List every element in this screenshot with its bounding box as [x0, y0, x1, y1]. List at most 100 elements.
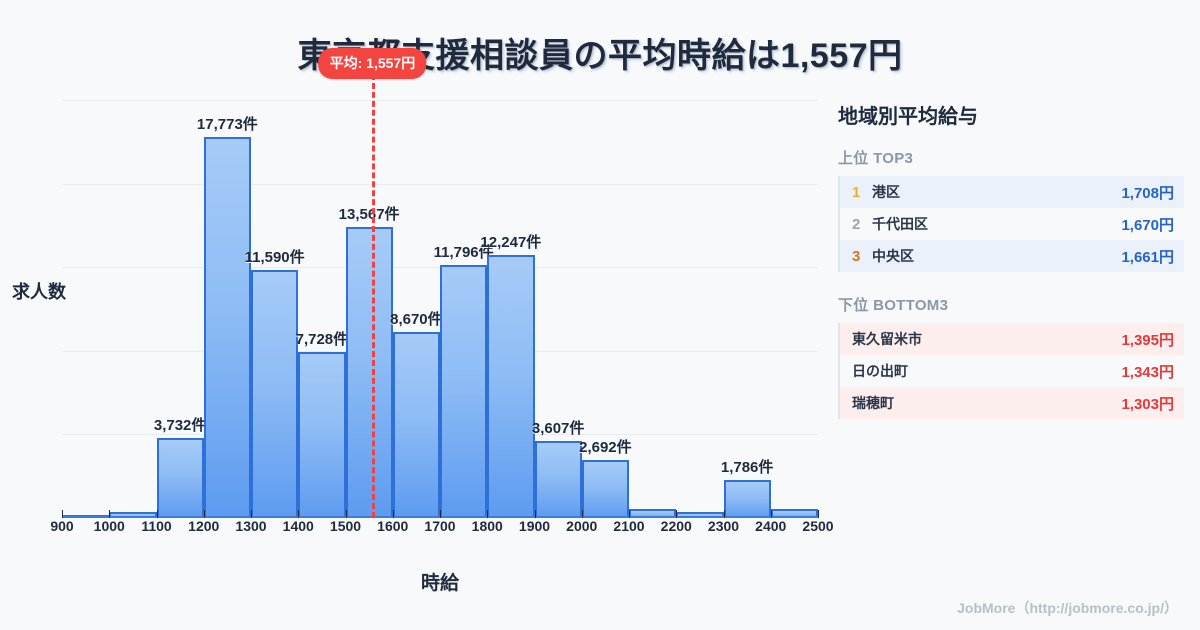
histogram-bar: [770, 509, 818, 518]
region-name: 中央区: [872, 248, 914, 264]
histogram-bar: [723, 479, 771, 518]
tick-mark: [251, 510, 252, 518]
histogram-bar: [392, 332, 440, 518]
bottom3-group-title: 下位 BOTTOM3: [838, 297, 949, 314]
tick-mark: [156, 510, 158, 518]
tick-mark: [109, 510, 111, 518]
x-tick-label: 1000: [93, 518, 125, 534]
tick-mark: [770, 510, 772, 518]
x-tick-label: 1600: [377, 518, 409, 534]
rank-number: 3: [852, 247, 861, 265]
histogram-bar: [534, 440, 582, 518]
histogram-bar: [629, 509, 677, 518]
table-row[interactable]: 3 中央区 1,661円: [840, 240, 1184, 272]
histogram-chart: 求人数 3,732件 17,773件 11,590件 7,728件 13,567件 8,6…: [0, 48, 834, 594]
region-name: 千代田区: [872, 216, 928, 232]
x-tick-label: 1200: [188, 518, 220, 534]
bar-value-label: 13,567件: [338, 206, 400, 224]
bar-value-label: 17,773件: [196, 116, 258, 134]
tick-mark: [581, 510, 583, 518]
tick-mark: [723, 510, 725, 518]
x-tick-label: 2400: [755, 518, 787, 534]
x-tick-label: 2100: [613, 518, 645, 534]
histogram-bar: [298, 352, 346, 518]
page-title: 東京都支援相談員の平均時給は1,557円: [297, 37, 903, 75]
x-tick-label: 1700: [424, 518, 456, 534]
tick-mark: [534, 510, 536, 518]
tick-mark: [629, 510, 630, 518]
x-tick-label: 1400: [282, 518, 314, 534]
bar-series: 3,732件 17,773件 11,590件 7,728件 13,567件 8,670件 1…: [62, 100, 818, 518]
bar-value-label: 12,247件: [480, 234, 542, 252]
tick-mark: [203, 510, 205, 518]
sidebar-title: 地域別平均給与: [838, 106, 978, 128]
x-tick-label: 1500: [329, 518, 362, 534]
table-row[interactable]: 瑞穂町 1,303円: [840, 387, 1184, 419]
gridline: [62, 100, 818, 101]
region-salary: 1,303円: [1121, 395, 1174, 413]
histogram-bar: [251, 269, 299, 518]
tick-mark: [818, 510, 819, 518]
tick-mark: [440, 510, 441, 518]
region-salary-sidebar: 地域別平均給与 上位 TOP3 1 港区 1,708円 2 千代田区 1,670円 3 中央区…: [838, 100, 1184, 441]
histogram-bar: [487, 255, 535, 518]
bar-value-label: 11,796件: [433, 244, 494, 262]
region-name: 瑞穂町: [852, 395, 894, 411]
bottom3-list: 東久留米市 1,395円日の出町 1,343円瑞穂町 1,303円: [838, 323, 1184, 419]
histogram-bar: [156, 438, 204, 518]
bar-value-label: 7,728件: [295, 331, 349, 349]
region-salary: 1,343円: [1121, 363, 1174, 381]
region-salary: 1,670円: [1121, 216, 1174, 234]
region-name: 日の出町: [852, 363, 908, 379]
table-row[interactable]: 2 千代田区 1,670円: [840, 208, 1184, 240]
x-tick-label: 900: [50, 518, 74, 534]
y-axis-label: 求人数: [12, 282, 66, 302]
top3-group-title: 上位 TOP3: [838, 150, 914, 167]
x-tick-label: 2000: [566, 518, 598, 534]
bar-value-label: 1,786件: [720, 458, 774, 476]
average-badge: 平均: 1,557円: [318, 48, 427, 79]
histogram-bar: [203, 137, 251, 518]
x-tick-label: 2300: [707, 518, 740, 534]
rank-number: 1: [852, 183, 861, 201]
table-row[interactable]: 日の出町 1,343円: [840, 355, 1184, 387]
histogram-bar: [345, 227, 393, 518]
tick-mark: [62, 510, 63, 518]
bar-value-label: 3,732件: [153, 417, 207, 435]
region-name: 東久留米市: [852, 331, 922, 347]
tick-mark: [345, 510, 347, 518]
region-name: 港区: [872, 184, 900, 200]
x-tick-label: 1300: [235, 518, 267, 534]
region-salary: 1,661円: [1121, 248, 1174, 266]
histogram-bar: [109, 511, 157, 518]
bar-value-label: 2,692件: [579, 439, 632, 457]
histogram-bar: [581, 460, 629, 518]
average-line: [372, 74, 376, 518]
x-tick-label: 2200: [660, 518, 692, 534]
x-axis-label: 時給: [420, 573, 459, 594]
rank-number: 2: [852, 215, 861, 233]
tick-mark: [392, 510, 394, 518]
bar-value-label: 11,590件: [244, 248, 305, 266]
x-tick-label: 1800: [471, 518, 503, 534]
footer-attribution: JobMore（http://jobmore.co.jp/）: [957, 600, 1178, 616]
x-axis-ticks: 900 1000 1100 1200 1300 1400 1500 1600 1700 1800 1…: [50, 510, 834, 548]
table-row[interactable]: 1 港区 1,708円: [840, 176, 1184, 208]
bar-value-label: 8,670件: [390, 311, 443, 329]
gridline: [62, 183, 818, 185]
table-row[interactable]: 東久留米市 1,395円: [840, 323, 1184, 355]
histogram-bar: [440, 265, 488, 518]
histogram-bar: [676, 512, 724, 518]
tick-mark: [487, 510, 489, 518]
bar-value-label: 3,607件: [531, 419, 585, 437]
x-tick-label: 1100: [141, 518, 172, 534]
top3-list: 1 港区 1,708円 2 千代田区 1,670円 3 中央区 1,661円: [838, 176, 1184, 272]
x-tick-label: 1900: [518, 518, 551, 534]
tick-mark: [298, 510, 300, 518]
plot-area: 3,732件 17,773件 11,590件 7,728件 13,567件 8,670件 1…: [62, 48, 818, 518]
region-salary: 1,395円: [1121, 331, 1174, 349]
x-tick-label: 2500: [802, 518, 834, 534]
tick-mark: [676, 510, 678, 518]
region-salary: 1,708円: [1121, 184, 1174, 202]
